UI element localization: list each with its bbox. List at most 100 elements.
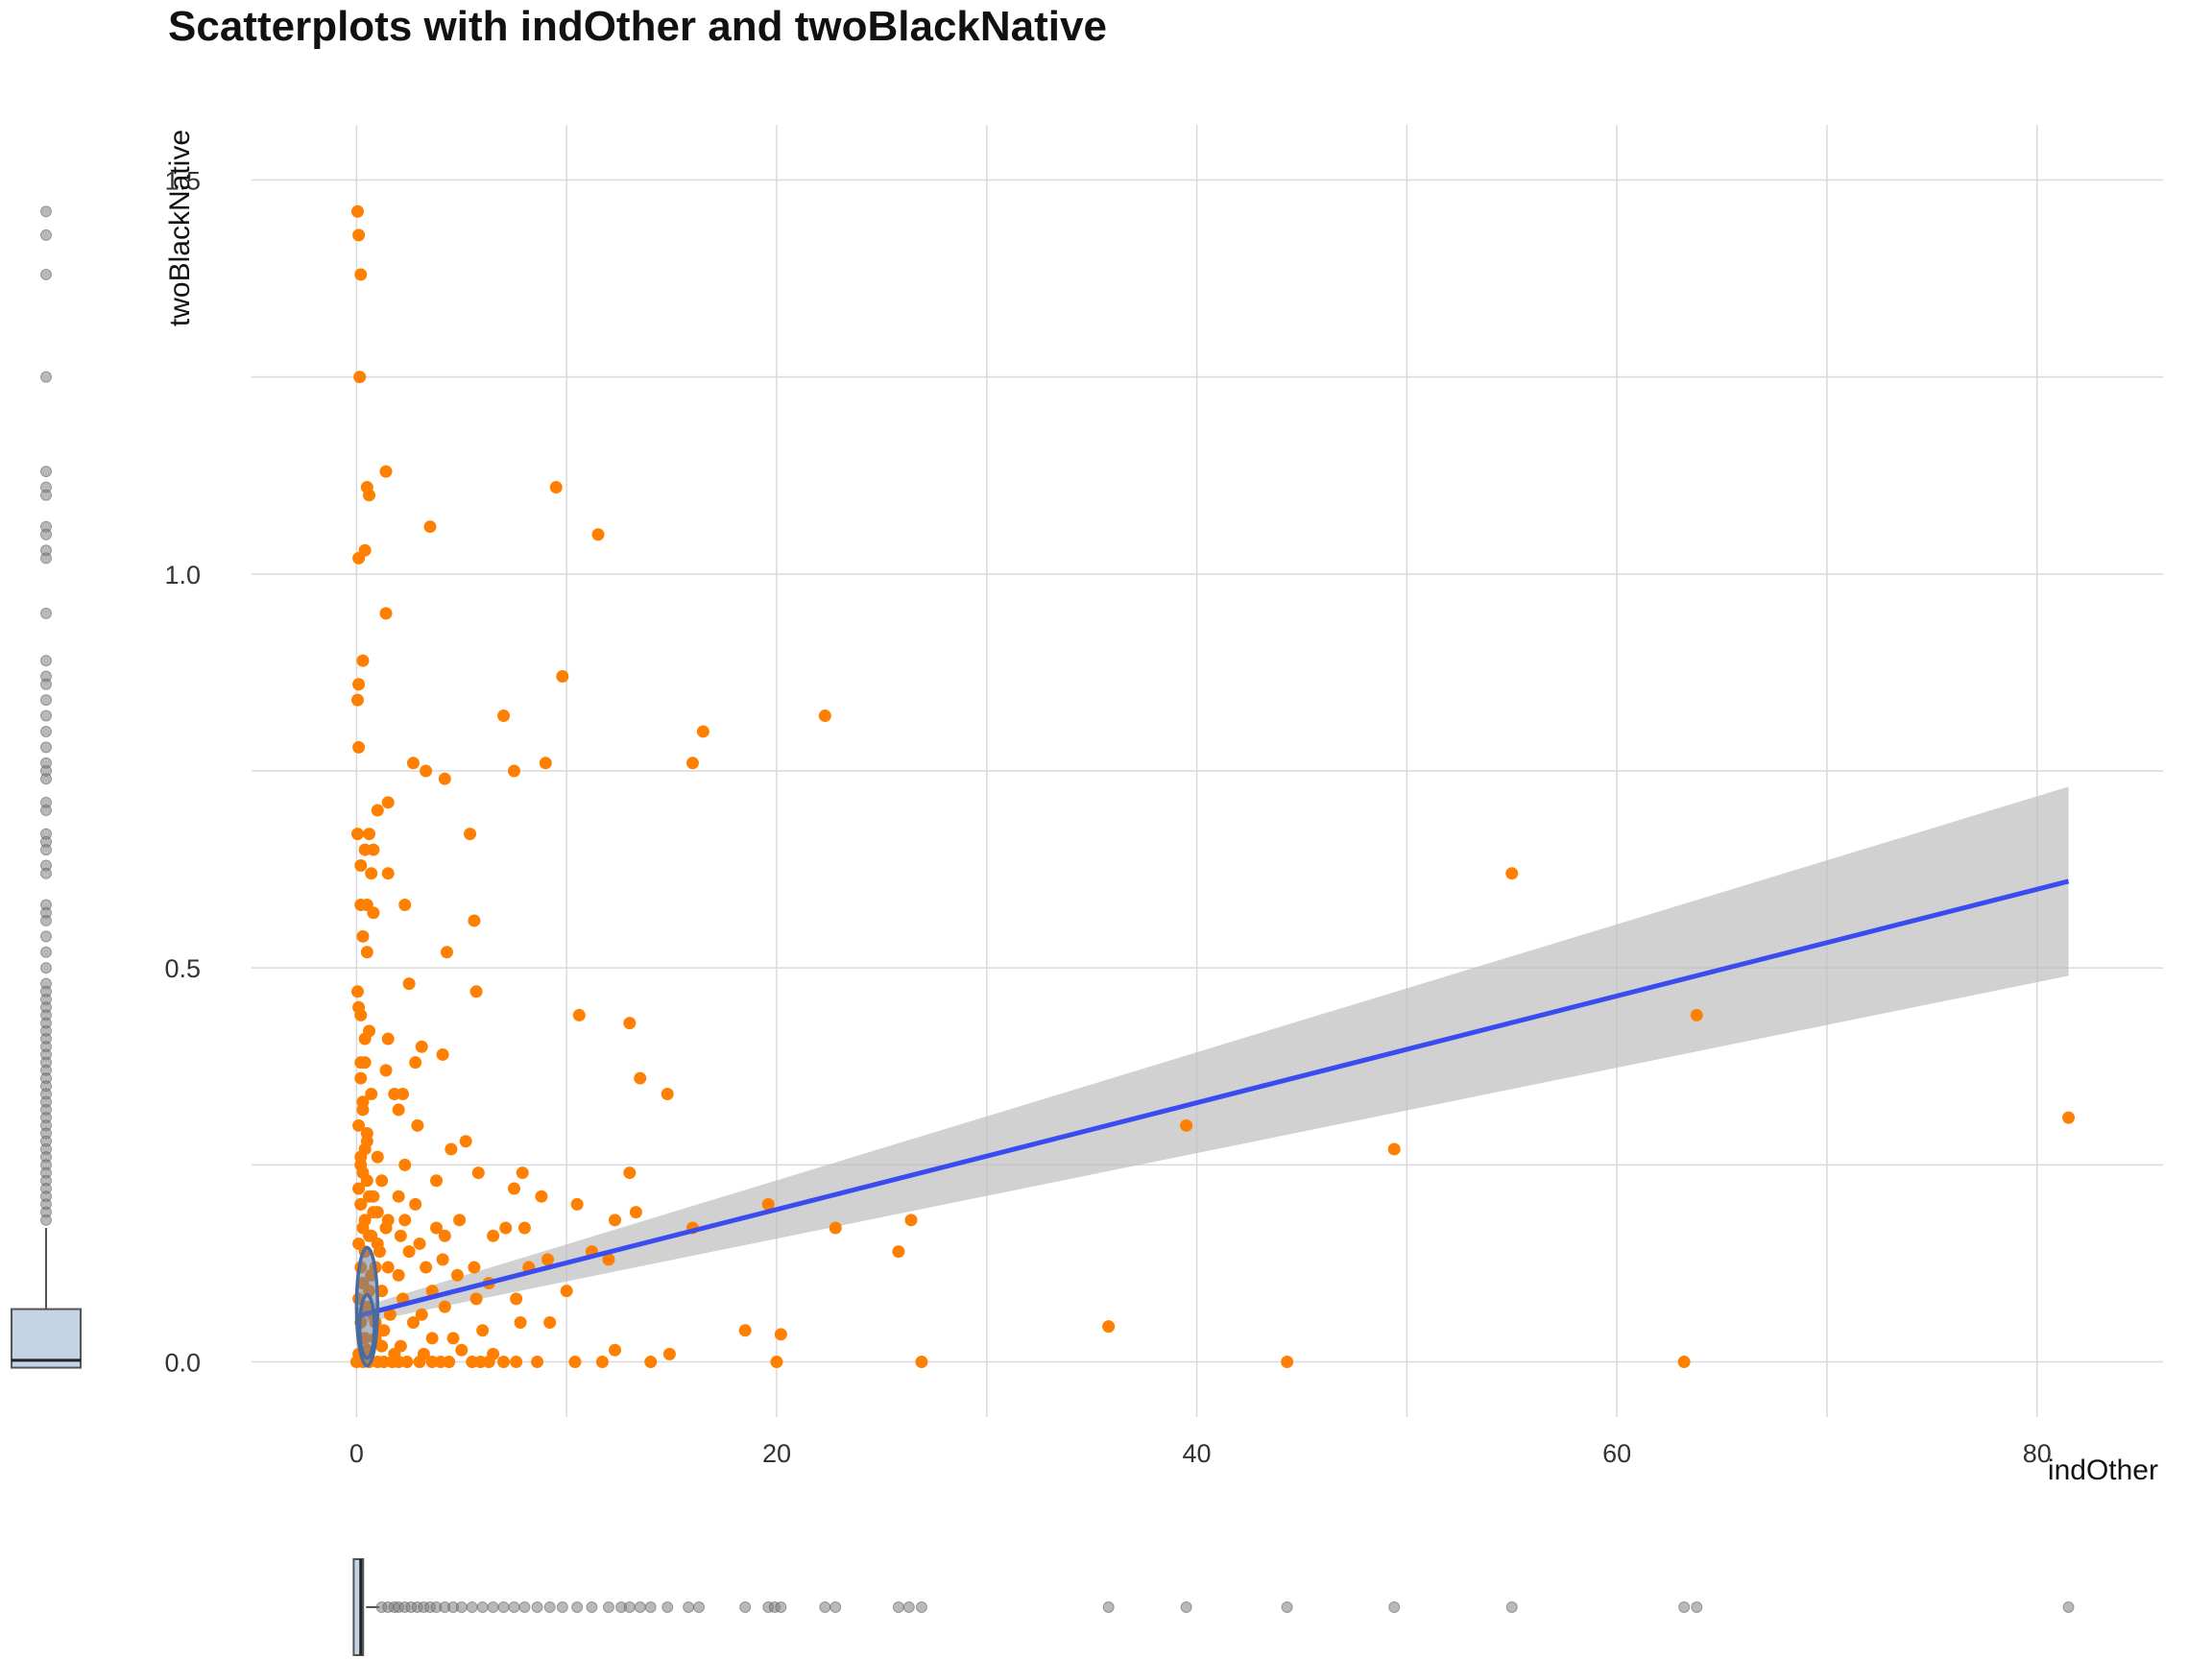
marginal-x-boxplot <box>352 1558 2075 1656</box>
x-outlier-point <box>915 1601 927 1613</box>
y-outlier-point <box>40 773 52 785</box>
scatter-point <box>409 1197 422 1211</box>
scatter-point <box>634 1071 647 1085</box>
scatter-point <box>392 1268 405 1282</box>
scatter-point <box>446 1332 460 1345</box>
scatter-point <box>595 1356 609 1369</box>
scatter-point <box>392 1103 405 1117</box>
scatter-point <box>471 1166 485 1180</box>
chart-title: Scatterplots with indOther and twoBlackN… <box>168 3 1107 50</box>
scatter-point <box>386 1356 399 1369</box>
scatter-point <box>774 1328 787 1341</box>
scatter-point <box>352 551 366 565</box>
scatter-point <box>381 1261 395 1274</box>
scatter-point <box>436 1047 449 1061</box>
scatter-point <box>415 1040 428 1053</box>
scatter-point <box>438 1229 451 1242</box>
scatter-point <box>379 607 393 620</box>
y-tick-label: 0.0 <box>164 1349 201 1378</box>
scatter-point <box>539 757 552 770</box>
scatter-point <box>425 1332 439 1345</box>
scatter-point <box>365 1229 378 1242</box>
scatter-point <box>549 481 563 494</box>
scatter-point <box>510 1292 523 1306</box>
y-outlier-point <box>40 489 52 501</box>
x-outlier-point <box>1678 1601 1691 1613</box>
scatter-point <box>469 1292 483 1306</box>
scatter-point <box>352 1182 366 1195</box>
scatter-point <box>1677 1356 1691 1369</box>
scatter-point <box>381 1032 395 1046</box>
scatter-point <box>406 1316 420 1330</box>
scatter-point <box>402 977 416 991</box>
y-outlier-point <box>40 607 52 619</box>
scatter-point <box>438 772 451 785</box>
scatter-point <box>353 371 367 384</box>
scatter-point <box>352 678 366 691</box>
scatter-point <box>514 1316 527 1330</box>
scatter-point <box>516 1166 529 1180</box>
scatter-point <box>904 1214 918 1227</box>
scatter-point <box>459 1135 472 1148</box>
scatter-point <box>450 1268 464 1282</box>
scatter-point <box>381 796 395 809</box>
scatter-point <box>354 858 368 872</box>
scatter-point <box>818 709 831 723</box>
confidence-ribbon-layer <box>356 786 2069 1325</box>
scatter-point <box>468 914 481 927</box>
x-box <box>352 1558 365 1656</box>
scatter-point <box>371 1206 384 1219</box>
scatter-point <box>360 1135 373 1148</box>
x-outlier-point <box>775 1601 787 1613</box>
y-box <box>11 1308 82 1369</box>
scatter-point <box>409 1056 422 1070</box>
scatter-point <box>356 654 370 667</box>
y-outlier-point <box>40 552 52 565</box>
x-tick-label: 60 <box>1602 1439 1631 1468</box>
scatter-point <box>354 268 368 281</box>
scatter-point <box>517 1221 531 1235</box>
scatter-point <box>915 1356 928 1369</box>
scatter-point <box>381 867 395 880</box>
x-outlier-point <box>739 1601 752 1613</box>
marginal-y-boxplot <box>11 205 82 1369</box>
x-outlier-point <box>543 1601 556 1613</box>
scatter-point <box>476 1324 490 1337</box>
y-outlier-point <box>40 867 52 879</box>
scatter-point <box>1505 867 1519 880</box>
scatter-point <box>473 1356 487 1369</box>
scatter-point <box>430 1221 444 1235</box>
scatter-point <box>1281 1356 1294 1369</box>
scatter-point <box>440 946 453 959</box>
scatter-point <box>392 1190 405 1203</box>
y-outlier-point <box>40 962 52 974</box>
density-contour <box>357 1293 376 1360</box>
x-outlier-point <box>830 1601 842 1613</box>
y-outlier-point <box>40 914 52 926</box>
scatter-point <box>383 1308 397 1321</box>
scatter-point <box>406 757 420 770</box>
scatter-point <box>455 1343 469 1357</box>
x-tick-label: 20 <box>762 1439 791 1468</box>
scatter-point <box>363 828 376 841</box>
y-outlier-point <box>40 805 52 817</box>
tick-labels: 0 20 40 60 80 0.0 0.5 1.0 1.5 <box>164 166 2051 1468</box>
scatter-point <box>443 1356 456 1369</box>
scatter-point <box>568 1356 582 1369</box>
scatter-point <box>354 1071 368 1085</box>
scatter-point <box>365 1088 378 1100</box>
y-tick-label: 0.5 <box>164 954 201 983</box>
scatter-point <box>398 1158 412 1171</box>
x-outlier-point <box>1691 1601 1703 1613</box>
x-outlier-point <box>455 1601 468 1613</box>
scatter-point <box>1180 1118 1193 1132</box>
scatter-point <box>356 1095 370 1109</box>
scatter-point <box>377 1324 391 1337</box>
gridlines <box>252 125 2163 1417</box>
scatter-point <box>497 1356 511 1369</box>
scatter-point <box>379 1221 393 1235</box>
scatter-point <box>350 693 364 707</box>
scatter-point <box>352 1118 366 1132</box>
scatter-point <box>685 757 699 770</box>
x-outlier-point <box>902 1601 915 1613</box>
